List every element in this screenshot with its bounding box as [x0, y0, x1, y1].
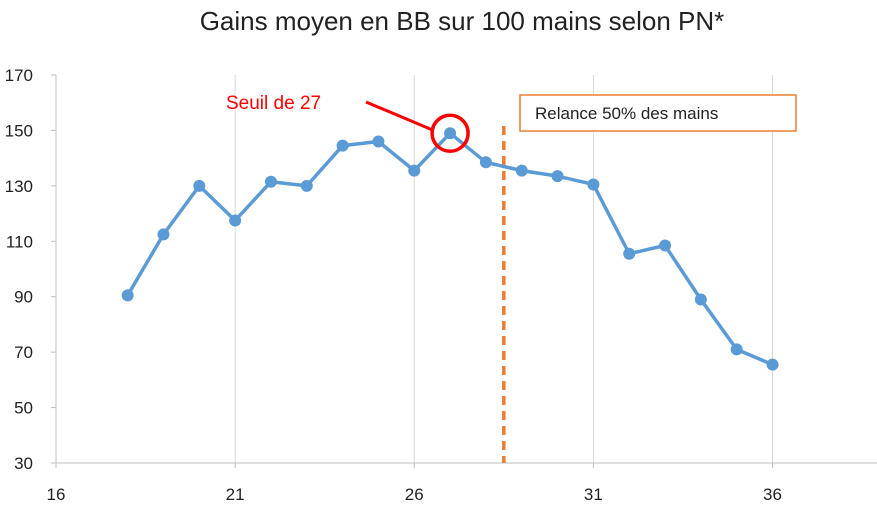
- series-group: [121, 127, 779, 371]
- data-point-19: [157, 228, 170, 241]
- data-point-34: [694, 293, 707, 306]
- data-point-30: [551, 170, 564, 183]
- tick-labels: 30 50 70 90 110 130 150 170 16 21 26 31 36: [5, 66, 782, 504]
- data-point-29: [515, 164, 528, 177]
- y-tick-label-50: 50: [14, 399, 33, 418]
- data-point-27: [444, 127, 457, 140]
- series-line-0: [126, 131, 774, 367]
- data-point-33: [659, 239, 672, 252]
- data-point-24: [336, 139, 349, 152]
- y-tick-label-130: 130: [5, 177, 33, 196]
- chart-title: Gains moyen en BB sur 100 mains selon PN…: [200, 6, 725, 36]
- axes: [51, 74, 877, 468]
- data-point-25: [372, 135, 385, 148]
- highlight-circle: [430, 113, 470, 153]
- data-point-20: [193, 179, 206, 192]
- data-point-26: [408, 164, 421, 177]
- data-point-21: [229, 214, 242, 227]
- annotation-relance-box: [519, 94, 797, 132]
- data-point-35: [730, 343, 743, 356]
- y-tick-label-110: 110: [6, 232, 33, 251]
- x-tick-label-26: 26: [405, 485, 424, 504]
- y-tick-label-70: 70: [14, 343, 33, 362]
- grid: [234, 75, 774, 463]
- data-point-18: [121, 289, 134, 302]
- y-tick-label-150: 150: [5, 121, 33, 140]
- annotation-arrow: [365, 100, 434, 132]
- data-point-28: [479, 156, 492, 169]
- data-point-23: [300, 179, 313, 192]
- x-tick-label-31: 31: [584, 485, 603, 504]
- annotation-relance-text: Relance 50% des mains: [535, 104, 718, 123]
- data-point-22: [264, 175, 277, 188]
- y-tick-label-90: 90: [14, 288, 33, 307]
- x-tick-label-16: 16: [47, 485, 66, 504]
- y-tick-label-30: 30: [14, 454, 33, 473]
- y-tick-label-170: 170: [5, 66, 33, 85]
- x-tick-label-36: 36: [763, 485, 782, 504]
- data-point-31: [587, 178, 600, 191]
- data-point-32: [623, 247, 636, 260]
- annotations-group: Seuil de 27 Relance 50% des mains: [226, 93, 797, 153]
- annotation-seuil-text: Seuil de 27: [226, 93, 321, 114]
- data-point-36: [766, 358, 779, 371]
- x-tick-label-21: 21: [226, 485, 245, 504]
